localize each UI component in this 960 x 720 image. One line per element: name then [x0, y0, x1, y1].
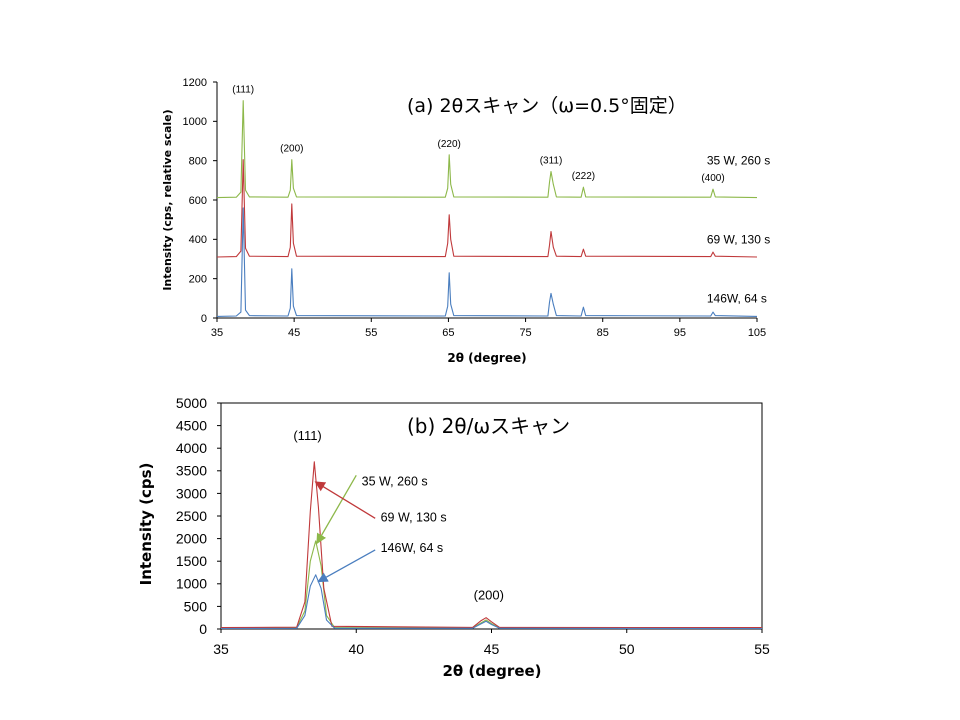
annotation-label: 146W, 64 s — [381, 541, 444, 555]
y-tick-label: 1200 — [183, 77, 207, 89]
chart-panel-b: (b) 2θ/ωスキャン 2θ (degree) Intensity (cps)… — [137, 395, 770, 680]
x-tick-label: 55 — [754, 641, 770, 657]
x-tick-label: 45 — [288, 327, 300, 339]
x-tick-label: 75 — [519, 327, 531, 339]
x-tick-label: 35 — [213, 641, 229, 657]
y-tick-label: 2500 — [176, 508, 207, 524]
traces-b — [220, 461, 763, 630]
annotation-label: 69 W, 130 s — [381, 510, 447, 524]
x-tick-label: 95 — [674, 327, 686, 339]
x-tick-label: 50 — [619, 641, 635, 657]
x-axis-title-b: 2θ (degree) — [442, 662, 541, 680]
annotation-arrow — [316, 474, 357, 545]
y-tick-label: 1500 — [176, 553, 207, 569]
y-tick-label: 1000 — [176, 576, 207, 592]
y-tick-label: 400 — [189, 234, 207, 246]
y-tick-label: 3000 — [176, 485, 207, 501]
annotation-label: 35 W, 260 s — [362, 474, 428, 488]
x-tick-label: 40 — [348, 641, 364, 657]
y-tick-label: 3500 — [176, 463, 207, 479]
series-line-2 — [220, 574, 763, 630]
peak-label: (111) — [293, 428, 321, 443]
plot-frame-a — [217, 82, 757, 318]
chart-title-a: (a) 2θスキャン（ω=0.5°固定） — [407, 95, 687, 117]
chart-title-b: (b) 2θ/ωスキャン — [407, 414, 570, 438]
y-tick-label: 1000 — [183, 116, 207, 128]
chart-panel-a: (a) 2θスキャン（ω=0.5°固定） 2θ (degree) Intensi… — [161, 77, 770, 365]
labels-b: (111) (200) 35 W, 260 s 69 W, 130 s 146W, 64… — [293, 428, 504, 603]
peak-label: (220) — [438, 139, 461, 150]
y-tick-label: 800 — [189, 156, 207, 168]
peak-label: (222) — [572, 171, 595, 182]
series-label: 69 W, 130 s — [707, 232, 770, 246]
series-label: 35 W, 260 s — [707, 154, 770, 168]
x-tick-label: 55 — [365, 327, 377, 339]
x-tick-label: 45 — [484, 641, 500, 657]
series-line-2 — [216, 207, 758, 317]
peak-label: (111) — [232, 85, 254, 96]
peak-label: (311) — [540, 155, 563, 166]
peak-label: (200) — [474, 588, 504, 603]
x-tick-label: 85 — [597, 327, 609, 339]
annotation-arrow — [317, 549, 376, 583]
axes-a: 35 45 55 65 75 85 95 105 0 200 400 600 800 1000 1200 — [183, 77, 767, 339]
y-tick-label: 200 — [189, 274, 207, 286]
peak-label: (200) — [280, 144, 303, 155]
x-tick-label: 65 — [442, 327, 454, 339]
y-axis-title-a: Intensity (cps, relative scale) — [161, 109, 174, 290]
series-line-1 — [216, 159, 758, 258]
y-tick-label: 2000 — [176, 531, 207, 547]
series-line-1 — [220, 461, 763, 629]
traces-a — [216, 100, 758, 317]
y-axis-title-b: Intensity (cps) — [137, 463, 155, 586]
x-tick-label: 105 — [748, 327, 766, 339]
y-tick-label: 4500 — [176, 418, 207, 434]
labels-a: (111) (200) (220) (311) (222) (400) 35 W, 260 … — [232, 85, 770, 306]
y-tick-label: 0 — [199, 621, 207, 637]
y-tick-label: 600 — [189, 195, 207, 207]
y-tick-label: 500 — [184, 598, 208, 614]
y-tick-label: 4000 — [176, 440, 207, 456]
axes-b: 35 40 45 50 55 0 500 1000 1500 2000 2500 3000 3500 40… — [176, 395, 770, 657]
series-line-0 — [220, 540, 763, 629]
peak-label: (400) — [701, 173, 724, 184]
x-axis-title-a: 2θ (degree) — [447, 351, 526, 365]
series-label: 146W, 64 s — [707, 291, 767, 305]
series-line-0 — [216, 100, 758, 199]
annotation-arrow — [314, 481, 376, 519]
y-tick-label: 5000 — [176, 395, 207, 411]
y-tick-label: 0 — [201, 313, 207, 325]
x-tick-label: 35 — [211, 327, 223, 339]
